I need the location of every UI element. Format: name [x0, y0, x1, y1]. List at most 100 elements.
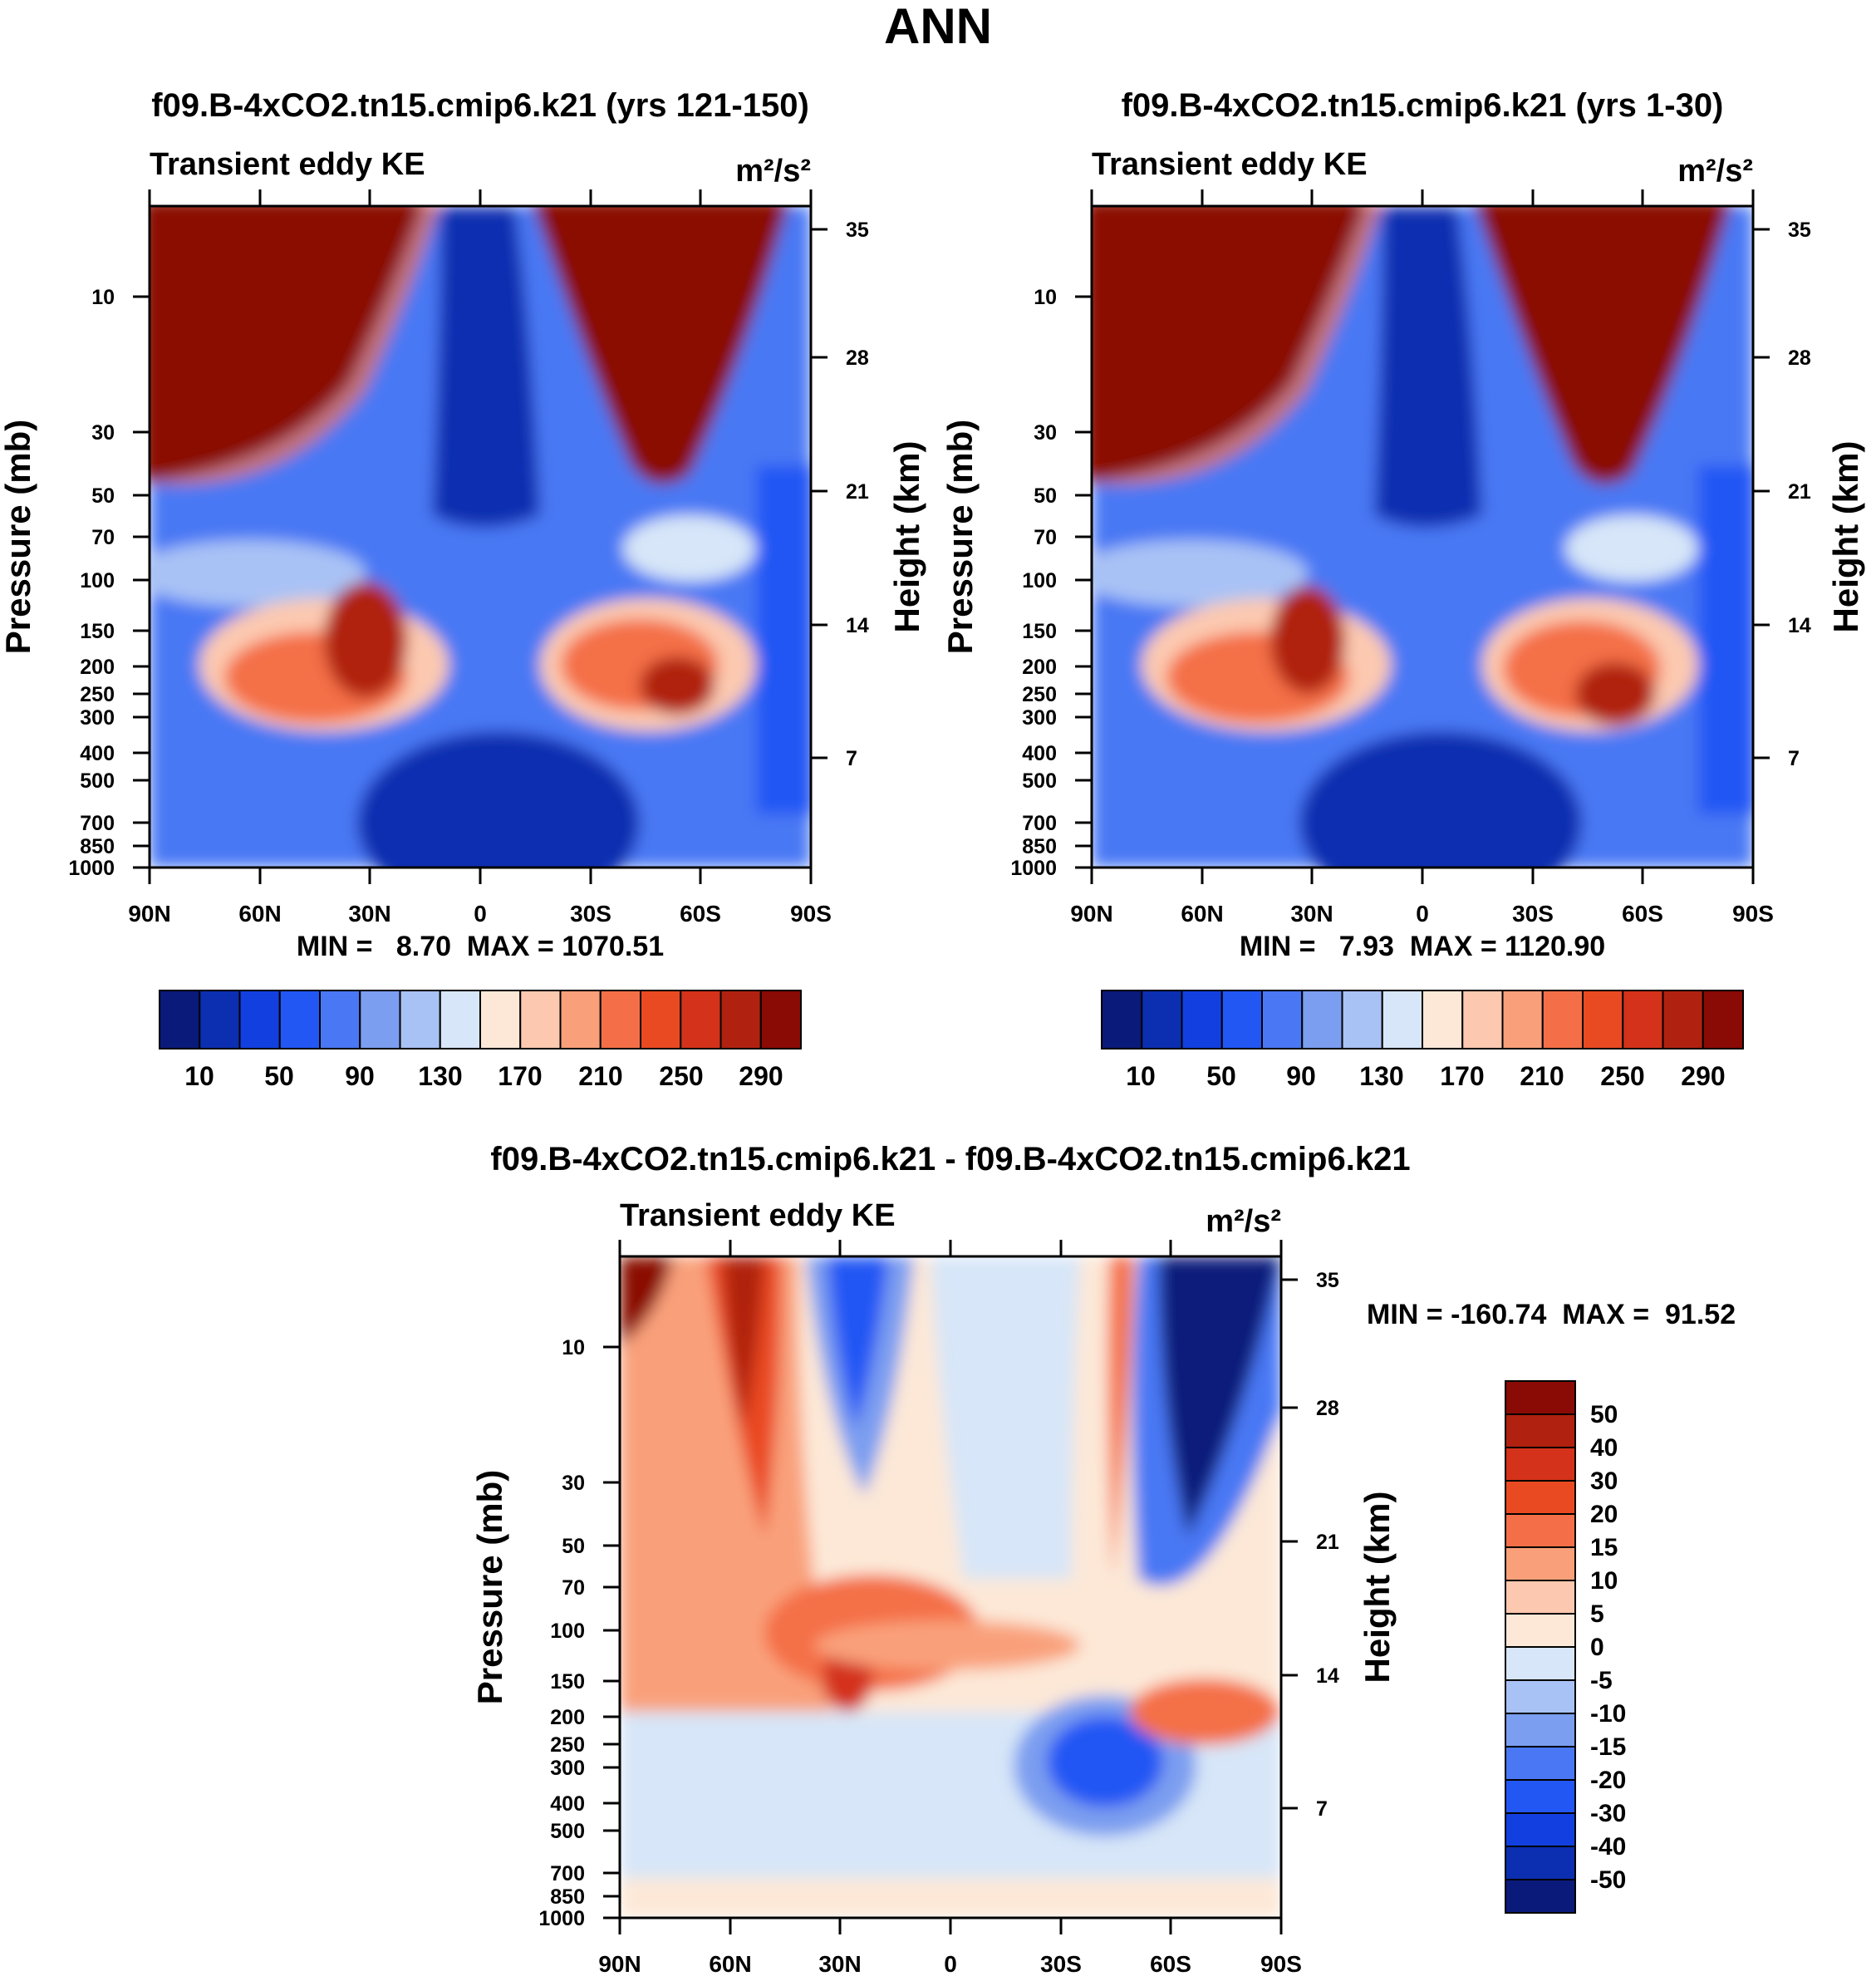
x-tick-label: 60S: [680, 901, 721, 927]
colorbar-swatch: [1505, 1812, 1576, 1847]
y-tick-labels: 10 30 50 70 100 150 200 250 300 400 500 …: [538, 1336, 585, 1930]
contour-band-jet-right-core: [640, 656, 715, 715]
y-tick-label: 100: [550, 1620, 585, 1643]
colorbar-swatch: [1141, 990, 1183, 1049]
colorbar-labels: 10 50 90 130 170 210 250 290: [184, 1061, 783, 1091]
contour-band-pos-corner: [620, 1256, 673, 1346]
colorbar-label: 210: [578, 1061, 622, 1091]
contour-band-equator-core: [432, 206, 540, 528]
height-tick-label: 7: [1788, 747, 1800, 770]
colorbar-label: 90: [345, 1061, 375, 1091]
y-tick-marks: [1075, 228, 1770, 869]
y-tick-label: 250: [550, 1733, 585, 1757]
colorbar-label: 50: [1206, 1061, 1236, 1091]
height-tick-label: 35: [1788, 219, 1811, 242]
x-tick-label: 90N: [598, 1951, 641, 1977]
contour-band-light-right: [623, 515, 756, 582]
colorbar-label: 130: [1359, 1061, 1403, 1091]
colorbar-swatch: [1505, 1646, 1576, 1681]
x-tick-label: 60N: [709, 1951, 751, 1977]
colorbar-swatch: [1505, 1447, 1576, 1482]
panel-2: f09.B-4xCO2.tn15.cmip6.k21 (yrs 1-30) Tr…: [940, 87, 1865, 1091]
height-tick-label: 28: [1788, 347, 1811, 370]
y-tick-label: 10: [91, 286, 115, 309]
colorbar: [1101, 990, 1744, 1049]
x-tick-label: 90N: [1070, 901, 1112, 927]
height-tick-label: 7: [846, 747, 857, 770]
units-label: m²/s²: [1206, 1204, 1281, 1239]
height-tick-label: 28: [846, 347, 869, 370]
y-tick-label: 10: [562, 1336, 585, 1359]
colorbar-swatch: [1662, 990, 1704, 1049]
colorbar-swatch: [359, 990, 401, 1049]
colorbar-swatch: [1505, 1846, 1576, 1880]
contour-band-pos-sliver: [1107, 1256, 1134, 1579]
colorbar-label: 290: [739, 1061, 783, 1091]
y-tick-label: 400: [1022, 742, 1057, 765]
colorbar-swatch: [399, 990, 441, 1049]
colorbar-swatch: [479, 990, 522, 1049]
contour-band-jet-right-core: [1575, 662, 1655, 725]
y-tick-label: 1000: [68, 857, 115, 880]
contour-band-neg-tongue-core: [827, 1256, 889, 1429]
height-tick-label: 7: [1316, 1797, 1328, 1821]
y-tick-marks: [133, 228, 828, 869]
min-max-text: MIN = 8.70 MAX = 1070.51: [297, 931, 664, 962]
y-tick-marks: [603, 1278, 1298, 1920]
y-tick-label: 300: [80, 706, 115, 730]
contour-band-jet-left-core: [324, 582, 407, 698]
y-tick-label: 50: [91, 484, 115, 508]
colorbar-swatch: [319, 990, 361, 1049]
contour-band-pos-bridge: [814, 1620, 1080, 1670]
colorbar-label: 130: [418, 1061, 462, 1091]
contour-band-neg-blob-core: [1047, 1716, 1163, 1807]
panel-subtitle: Transient eddy KE: [1092, 147, 1368, 182]
panel-title: f09.B-4xCO2.tn15.cmip6.k21 (yrs 1-30): [1122, 87, 1724, 124]
colorbar-swatch: [1461, 990, 1504, 1049]
y-tick-label: 200: [550, 1706, 585, 1729]
x-tick-label: 90N: [128, 901, 170, 927]
colorbar-swatch: [238, 990, 281, 1049]
colorbar-swatch: [1381, 990, 1423, 1049]
y-tick-label: 150: [80, 620, 115, 643]
colorbar-label: -20: [1590, 1767, 1626, 1794]
y-tick-label: 400: [550, 1792, 585, 1816]
x-tick-label: 30N: [348, 901, 390, 927]
x-tick-labels: 90N 60N 30N 0 30S 60S 90S: [128, 901, 832, 927]
x-tick-label: 30S: [1040, 1951, 1082, 1977]
x-tick-label: 60N: [1181, 901, 1223, 927]
x-tick-label: 60N: [238, 901, 281, 927]
y-tick-label: 300: [1022, 706, 1057, 730]
colorbar-swatch: [159, 990, 201, 1049]
y-tick-labels: 10 30 50 70 100 150 200 250 300 400 500 …: [68, 286, 115, 880]
contour-band-polar-right: [1698, 465, 1753, 814]
contour-band-pos-core: [723, 1256, 764, 1429]
y-axis-label-right: Height (km): [1826, 441, 1865, 633]
colorbar-label: 15: [1590, 1534, 1618, 1561]
colorbar-labels: 50 40 30 20 15 10 5 0 -5 -10 -15 -20 -30…: [1590, 1401, 1626, 1894]
contour-band-strato-left: [150, 206, 422, 481]
y-tick-label: 250: [80, 683, 115, 706]
height-tick-label: 21: [1788, 480, 1811, 504]
min-max-text: MIN = 7.93 MAX = 1120.90: [1240, 931, 1605, 962]
contour-field: [150, 206, 811, 868]
colorbar-swatch: [1101, 990, 1143, 1049]
colorbar-swatch: [1702, 990, 1744, 1049]
colorbar-swatch: [1505, 1779, 1576, 1814]
y-tick-label: 1000: [538, 1907, 585, 1930]
colorbar-label: 10: [1590, 1567, 1618, 1595]
y-axis-label-right: Height (km): [887, 441, 926, 633]
panel-title: f09.B-4xCO2.tn15.cmip6.k21 - f09.B-4xCO2…: [490, 1141, 1410, 1177]
y-right-tick-labels: 35 28 21 14 7: [846, 219, 869, 770]
y-axis-label-right: Height (km): [1358, 1492, 1397, 1684]
colorbar-swatch: [1505, 1713, 1576, 1748]
panel-subtitle: Transient eddy KE: [620, 1198, 896, 1233]
height-tick-label: 35: [846, 219, 869, 242]
page-title: ANN: [884, 0, 992, 54]
y-tick-label: 700: [80, 812, 115, 835]
colorbar-swatch: [1261, 990, 1304, 1049]
colorbar-swatch: [278, 990, 321, 1049]
colorbar-swatch: [1505, 1746, 1576, 1781]
y-tick-label: 1000: [1010, 857, 1057, 880]
